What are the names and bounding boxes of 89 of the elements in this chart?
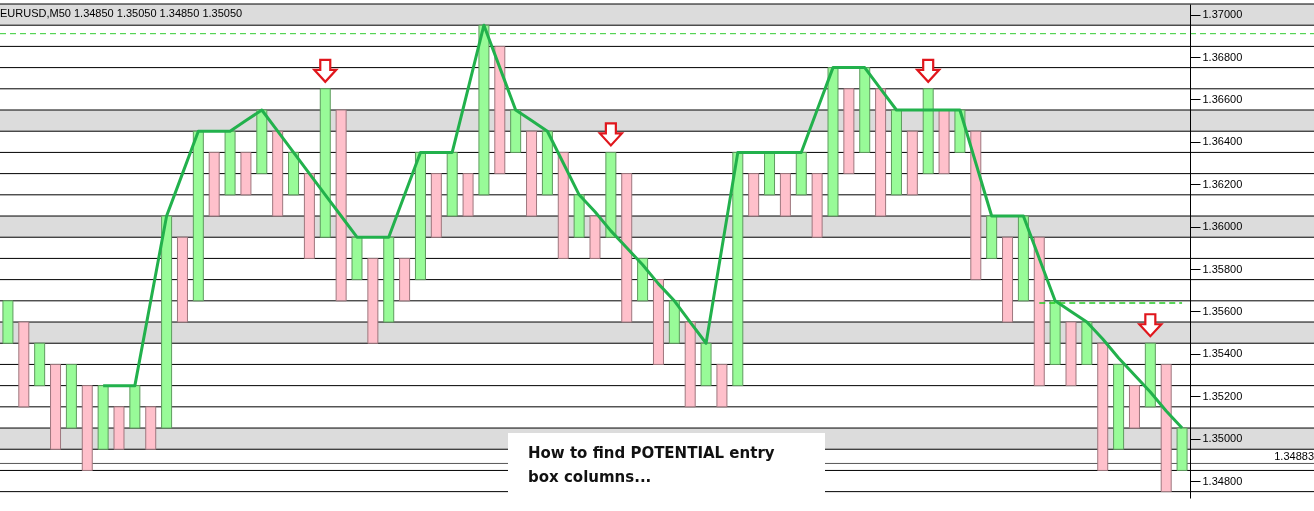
bar — [1017, 215, 1029, 302]
bar — [573, 194, 585, 238]
y-tick-label: 1.36600 — [1202, 92, 1243, 105]
y-tick-label: 1.34800 — [1202, 474, 1243, 487]
bar — [399, 257, 411, 302]
bar — [50, 363, 62, 450]
bar — [256, 109, 268, 175]
bar — [145, 406, 157, 450]
bar — [335, 109, 347, 302]
y-tick-label: 1.36800 — [1202, 50, 1243, 63]
bar — [526, 130, 538, 217]
y-tick-label: 1.36400 — [1202, 135, 1243, 148]
bar — [224, 130, 236, 196]
bar — [81, 385, 93, 471]
bar — [430, 173, 442, 238]
bar — [1160, 363, 1172, 493]
bar — [875, 88, 887, 217]
bar — [97, 385, 109, 450]
bar — [668, 300, 680, 344]
bar — [288, 151, 300, 196]
bar — [906, 130, 918, 196]
bar — [1033, 236, 1045, 387]
bar — [922, 88, 934, 175]
bar — [383, 236, 395, 323]
bar — [605, 151, 617, 238]
bar — [510, 109, 522, 153]
y-tick-label: 1.35400 — [1202, 347, 1243, 360]
y-tick-label: 1.35200 — [1202, 389, 1243, 402]
bar — [795, 151, 807, 196]
y-tick-label: 1.35000 — [1202, 432, 1243, 445]
bar — [240, 151, 252, 196]
bar — [843, 88, 855, 175]
bar — [129, 385, 141, 429]
bar — [748, 173, 760, 217]
bar — [890, 109, 902, 196]
bar — [65, 363, 77, 429]
bar — [367, 257, 379, 344]
bar — [938, 109, 950, 175]
bar — [732, 151, 744, 387]
bar — [716, 363, 728, 408]
bar — [811, 173, 823, 238]
bar — [1113, 363, 1125, 450]
bar — [1081, 321, 1093, 365]
bar — [113, 406, 125, 450]
bar — [859, 67, 871, 153]
y-tick-label: 1.36000 — [1202, 220, 1243, 233]
bar — [18, 321, 30, 408]
bar — [541, 130, 553, 196]
bar — [1065, 321, 1077, 387]
line-series — [101, 23, 1184, 430]
bar — [1097, 342, 1109, 471]
bar — [1002, 236, 1014, 323]
bar — [272, 130, 284, 217]
bar — [970, 130, 982, 281]
bar — [208, 151, 220, 217]
bar — [303, 173, 315, 259]
bar — [684, 321, 696, 408]
bar — [779, 173, 791, 217]
bar — [34, 342, 46, 387]
bar — [700, 342, 712, 387]
bar — [176, 236, 188, 323]
bar — [414, 151, 426, 281]
bar — [764, 151, 776, 196]
bar — [621, 173, 633, 323]
bar — [319, 88, 331, 238]
bar — [1128, 385, 1140, 429]
bar — [652, 279, 664, 365]
bar — [462, 173, 474, 217]
y-tick-label: 1.36200 — [1202, 177, 1243, 190]
y-tick-label: 1.35800 — [1202, 262, 1243, 275]
bar — [2, 300, 14, 344]
bar — [827, 67, 839, 217]
bar — [589, 215, 601, 259]
bar — [494, 45, 506, 175]
bar — [446, 151, 458, 217]
ref-line-label: 1.34883 — [1274, 450, 1314, 463]
bar — [1049, 300, 1061, 365]
y-tick-label: 1.37000 — [1202, 8, 1243, 21]
bar — [351, 236, 363, 281]
bar — [161, 215, 173, 429]
annotation: How to find POTENTIAL entry box columns... — [528, 443, 776, 488]
bar — [478, 24, 490, 196]
y-tick-label: 1.35600 — [1202, 304, 1243, 317]
bar — [557, 151, 569, 259]
chart-title: EURUSD,M50 1.34850 1.35050 1.34850 1.35050 — [0, 6, 243, 19]
bar — [1144, 342, 1156, 408]
bar — [1176, 427, 1188, 471]
bar — [986, 215, 998, 259]
bar — [192, 130, 204, 302]
